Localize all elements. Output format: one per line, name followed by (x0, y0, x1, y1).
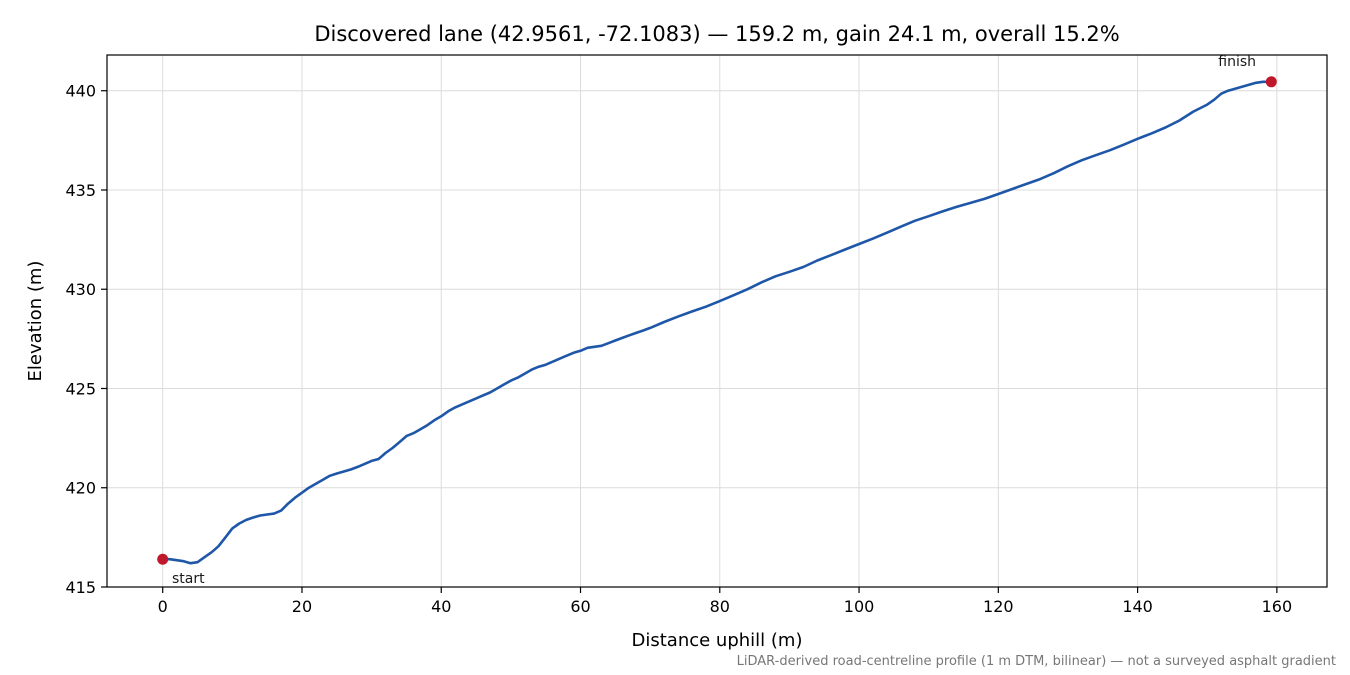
y-tick-label: 435 (65, 181, 96, 200)
marker-layer (157, 76, 1277, 565)
series-layer (161, 80, 1273, 565)
y-tick-label: 420 (65, 479, 96, 498)
y-axis: 415 420 425 430 435 440 (65, 82, 107, 597)
elevation-profile-line (161, 80, 1273, 565)
y-tick-label: 430 (65, 280, 96, 299)
x-tick-label: 160 (1262, 597, 1293, 616)
y-tick-label: 415 (65, 578, 96, 597)
y-axis-label: Elevation (m) (25, 261, 46, 382)
start-marker (157, 553, 169, 565)
chart-title: Discovered lane (42.9561, -72.1083) — 15… (314, 22, 1119, 46)
x-tick-label: 60 (570, 597, 590, 616)
y-tick-label: 425 (65, 379, 96, 398)
x-tick-label: 100 (844, 597, 875, 616)
footnote: LiDAR-derived road-centreline profile (1… (737, 654, 1336, 669)
x-tick-label: 0 (158, 597, 168, 616)
x-tick-label: 40 (431, 597, 451, 616)
x-tick-label: 80 (710, 597, 730, 616)
plot-frame (106, 54, 1328, 588)
start-annotation: start (172, 571, 205, 587)
x-tick-label: 140 (1122, 597, 1153, 616)
finish-marker (1265, 76, 1277, 88)
x-tick-label: 120 (983, 597, 1014, 616)
x-axis-label: Distance uphill (m) (632, 630, 803, 651)
y-tick-label: 440 (65, 82, 96, 101)
x-axis: 0 20 40 60 80 100 120 140 160 (158, 587, 1293, 616)
x-tick-label: 20 (292, 597, 312, 616)
finish-annotation: finish (1218, 54, 1256, 70)
